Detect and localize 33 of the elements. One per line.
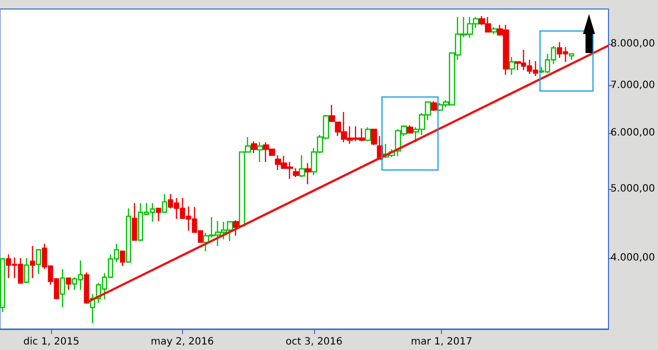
candlestick [60,268,66,308]
candlestick [490,26,498,35]
x-tick-label: oct 3, 2016 [286,336,343,348]
candlestick [30,245,36,279]
candlestick [292,168,300,178]
y-tick-label: 6.000,00 [610,127,655,138]
candlestick [126,208,132,264]
candlestick [304,162,312,185]
candlestick [256,142,264,163]
y-tick-label: 7.000,00 [610,80,655,91]
candlestick [36,248,42,275]
candlestick [156,208,162,222]
x-tick-label: mar 1, 2017 [410,336,472,348]
candlestick [250,140,258,154]
candlestick [232,220,240,236]
candlestick [120,250,126,267]
y-tick-label: 4.000,00 [610,252,655,264]
candlestick [66,277,72,290]
candlestick [430,100,438,112]
candlestick [132,202,138,241]
candlestick [568,53,574,60]
y-tick-label: 8.000,00 [610,38,655,50]
x-tick-label: dic 1, 2015 [23,336,80,348]
candlestick [370,128,378,146]
candlestick [298,154,306,178]
candlestick [364,126,372,142]
candlestick [508,56,516,76]
candlestick [406,124,414,134]
x-tick-label: may 2, 2016 [150,336,214,348]
candlestick [24,258,30,284]
y-tick-label: 5.000,00 [610,184,655,195]
candlestick [84,272,90,304]
candlestick [162,194,168,213]
